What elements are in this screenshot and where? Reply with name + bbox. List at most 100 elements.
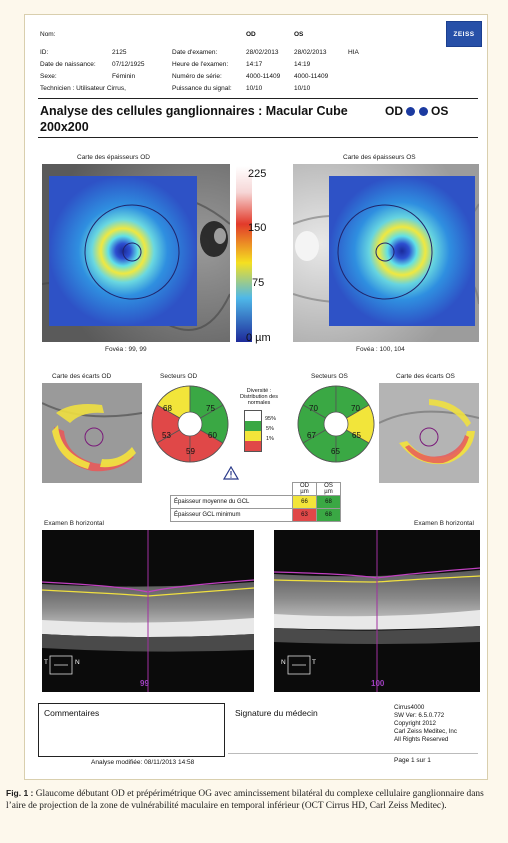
sex-label: Sexe: [40, 73, 57, 80]
title-od-label: OD [385, 104, 403, 118]
figure-caption-label: Fig. 1 : [6, 788, 34, 798]
od-bscan-title: Examen B horizontal [44, 520, 104, 527]
page-number: Page 1 sur 1 [394, 757, 431, 764]
os-thickness-map [293, 164, 479, 342]
exam-date-od: 28/02/2013 [246, 49, 279, 56]
os-bscan-number: 100 [371, 679, 385, 688]
gcl-table-corner [171, 483, 293, 496]
od-sector-i: 59 [186, 447, 195, 456]
gcl-row-mean-label: Épaisseur moyenne du GCL [170, 495, 293, 509]
serial-os: 4000-11409 [294, 73, 329, 80]
gcl-col-os: OS µm [316, 482, 341, 496]
diversity-legend [244, 410, 262, 452]
zeiss-logo: ZEISS [446, 21, 482, 47]
legend-green [245, 421, 261, 431]
sex-value: Féminin [112, 73, 136, 80]
title-os-label: OS [431, 104, 449, 118]
footer-info-0: Cirrus4000 [394, 704, 425, 711]
legend-yellow [245, 431, 261, 441]
os-deviation-title: Carte des écarts OS [396, 373, 455, 380]
od-deviation-title: Carte des écarts OD [52, 373, 112, 380]
gcl-row-min-od: 63 [292, 508, 317, 522]
os-sectors-title: Secteurs OS [311, 373, 348, 380]
footer-rule [228, 753, 478, 754]
os-sector-st: 70 [351, 404, 360, 413]
scale-label-225: 225 [248, 168, 267, 180]
warning-icon [222, 465, 240, 485]
od-bscan [42, 530, 254, 692]
exam-time-label: Heure de l'examen: [172, 61, 229, 68]
figure-caption-text: Glaucome débutant OD et prépérimétrique … [6, 789, 484, 811]
legend-5: 5% [266, 426, 274, 432]
figure-caption: Fig. 1 : Glaucome débutant OD et prépéri… [6, 788, 504, 812]
od-orient-left: T [44, 659, 48, 666]
legend-red [245, 441, 261, 451]
od-thickness-map [42, 164, 230, 342]
os-dot-icon [418, 107, 428, 117]
os-sectors-chart [296, 384, 376, 464]
legend-white [245, 411, 261, 421]
os-bscan [274, 530, 480, 692]
footer-info-2: Copyright 2012 [394, 720, 436, 727]
od-dot-icon [406, 107, 416, 117]
od-bscan-number: 99 [140, 679, 149, 688]
scale-label-75: 75 [252, 277, 265, 289]
od-sector-n: 60 [208, 431, 217, 440]
od-thickness-title: Carte des épaisseurs OD [77, 154, 150, 161]
id-value: 2125 [112, 49, 127, 56]
header-rule [38, 98, 478, 99]
comments-box [38, 703, 225, 757]
gcl-row-mean: Épaisseur moyenne du GCL 66 68 [170, 495, 341, 509]
footer-info-1: SW Ver: 6.5.0.772 [394, 712, 445, 719]
exam-extra: HIA [348, 49, 359, 56]
os-sector-sn: 70 [309, 404, 318, 413]
od-orient-right: N [75, 659, 80, 666]
scale-label-150: 150 [248, 222, 267, 234]
gcl-row-min-label: Épaisseur GCL minimum [170, 508, 293, 522]
legend-1: 1% [266, 436, 274, 442]
os-orient-left: N [281, 659, 286, 666]
od-sector-st: 68 [163, 404, 172, 413]
name-label: Nom: [40, 31, 56, 38]
exam-date-os: 28/02/2013 [294, 49, 327, 56]
os-header: OS [294, 31, 304, 38]
legend-95: 95% [265, 416, 277, 422]
analysis-modified: Analyse modifiée: 08/11/2013 14:58 [91, 759, 195, 766]
od-header: OD [246, 31, 256, 38]
technician-label: Technicien : Utilisateur Cirrus, [40, 85, 126, 92]
os-bscan-title: Examen B horizontal [414, 520, 474, 527]
footer-info-4: All Rights Reserved [394, 736, 449, 743]
exam-time-od: 14:17 [246, 61, 263, 68]
signature-label: Signature du médecin [235, 708, 318, 718]
exam-date-label: Date d'examen: [172, 49, 218, 56]
signal-os: 10/10 [294, 85, 311, 92]
od-sectors-title: Secteurs OD [160, 373, 198, 380]
title-od: OD OS [385, 104, 448, 118]
os-deviation-map [379, 383, 479, 483]
diversity-legend-title: Diversité : Distribution des normales [240, 388, 278, 406]
exam-time-os: 14:19 [294, 61, 311, 68]
gcl-row-mean-od: 66 [292, 495, 317, 509]
gcl-row-min: Épaisseur GCL minimum 63 68 [170, 508, 341, 522]
gcl-table-header: OD µm OS µm [171, 482, 341, 496]
gcl-row-mean-os: 68 [316, 495, 341, 509]
dob-label: Date de naissance: [40, 61, 96, 68]
gcl-table: OD µm OS µm Épaisseur moyenne du GCL 66 … [170, 482, 341, 522]
dob-value: 07/12/1925 [112, 61, 145, 68]
od-sectors-chart [150, 384, 230, 464]
od-sector-it: 53 [162, 431, 171, 440]
os-sector-n: 67 [307, 431, 316, 440]
os-fovea: Fovéa : 100, 104 [356, 346, 405, 353]
serial-label: Numéro de série: [172, 73, 222, 80]
gcl-col-od: OD µm [292, 482, 317, 496]
thickness-color-scale [232, 166, 254, 344]
title-rule [38, 137, 478, 138]
os-sector-t: 65 [352, 431, 361, 440]
footer-info-3: Carl Zeiss Meditec, Inc [394, 728, 457, 735]
od-fovea: Fovéa : 99, 99 [105, 346, 147, 353]
comments-label: Commentaires [44, 708, 100, 718]
os-thickness-title: Carte des épaisseurs OS [343, 154, 416, 161]
gcl-row-min-os: 68 [316, 508, 341, 522]
os-orient-right: T [312, 659, 316, 666]
signal-label: Puissance du signal: [172, 85, 232, 92]
